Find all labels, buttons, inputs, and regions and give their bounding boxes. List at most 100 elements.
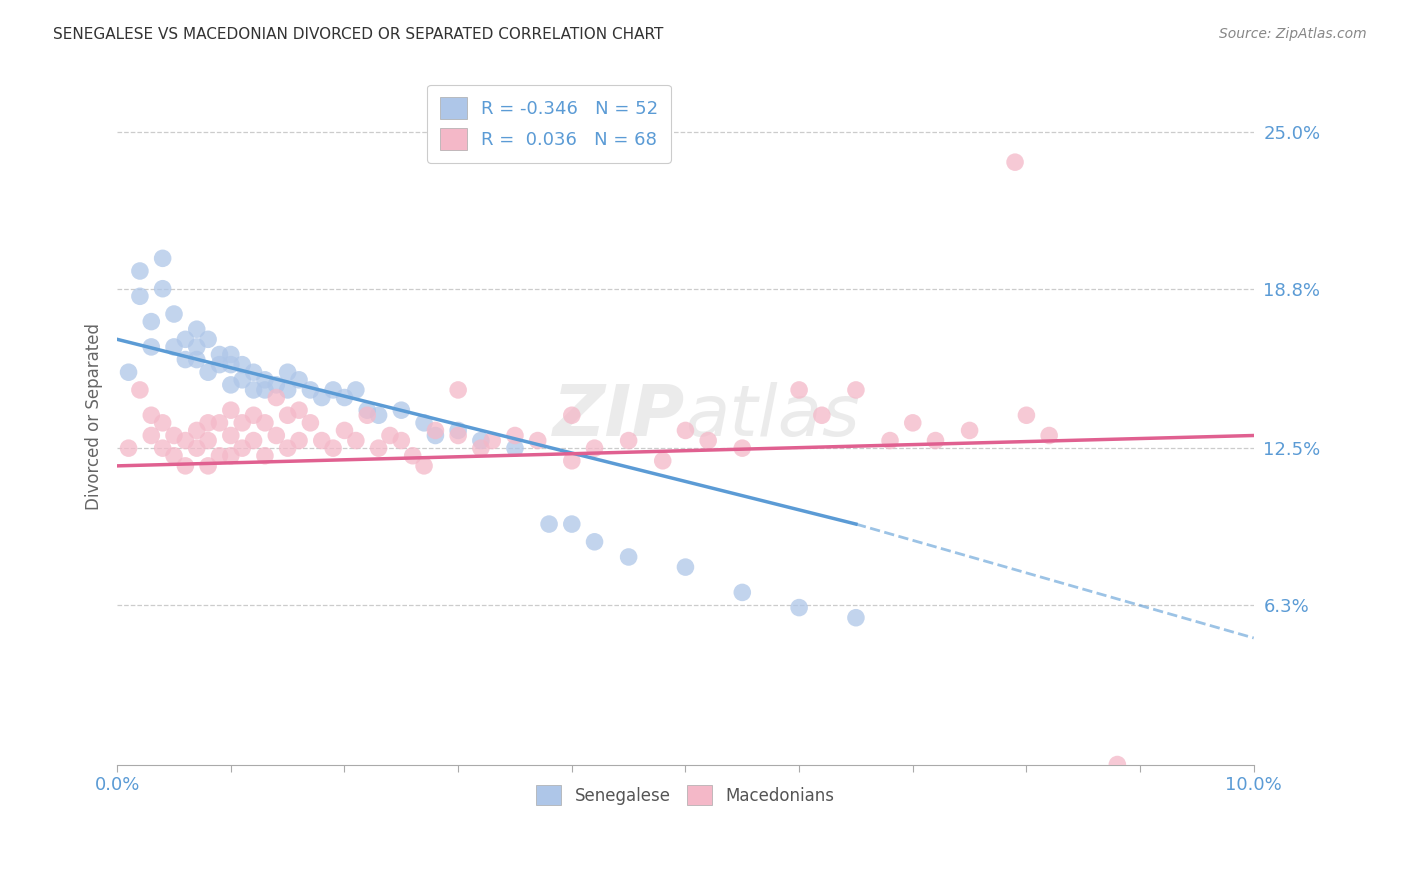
Point bbox=[538, 517, 561, 532]
Point bbox=[186, 322, 208, 336]
Point bbox=[186, 424, 208, 438]
Point bbox=[344, 383, 367, 397]
Point bbox=[901, 416, 924, 430]
Point bbox=[117, 441, 139, 455]
Point bbox=[470, 434, 492, 448]
Point bbox=[163, 428, 186, 442]
Point bbox=[141, 428, 163, 442]
Point bbox=[129, 383, 152, 397]
Point bbox=[526, 434, 548, 448]
Point bbox=[208, 449, 231, 463]
Point bbox=[879, 434, 901, 448]
Point bbox=[197, 458, 219, 473]
Point bbox=[277, 365, 299, 379]
Point bbox=[425, 428, 447, 442]
Point bbox=[378, 428, 401, 442]
Point bbox=[186, 340, 208, 354]
Point bbox=[277, 409, 299, 423]
Point bbox=[174, 352, 197, 367]
Point bbox=[561, 454, 583, 468]
Text: SENEGALESE VS MACEDONIAN DIVORCED OR SEPARATED CORRELATION CHART: SENEGALESE VS MACEDONIAN DIVORCED OR SEP… bbox=[53, 27, 664, 42]
Point bbox=[333, 424, 356, 438]
Text: ZIP: ZIP bbox=[553, 382, 686, 451]
Point bbox=[924, 434, 946, 448]
Point bbox=[163, 307, 186, 321]
Point bbox=[174, 332, 197, 346]
Point bbox=[617, 434, 640, 448]
Point bbox=[675, 424, 697, 438]
Point bbox=[413, 458, 436, 473]
Point bbox=[141, 409, 163, 423]
Text: Source: ZipAtlas.com: Source: ZipAtlas.com bbox=[1219, 27, 1367, 41]
Point bbox=[152, 441, 174, 455]
Point bbox=[219, 377, 242, 392]
Point bbox=[344, 434, 367, 448]
Point bbox=[299, 383, 322, 397]
Point bbox=[163, 340, 186, 354]
Point bbox=[447, 383, 470, 397]
Point bbox=[322, 441, 344, 455]
Point bbox=[389, 434, 412, 448]
Point bbox=[845, 611, 868, 625]
Point bbox=[242, 409, 264, 423]
Point bbox=[583, 441, 606, 455]
Point bbox=[447, 424, 470, 438]
Point bbox=[208, 347, 231, 361]
Point bbox=[617, 549, 640, 564]
Point bbox=[129, 264, 152, 278]
Point bbox=[231, 441, 253, 455]
Point bbox=[311, 391, 333, 405]
Legend: Senegalese, Macedonians: Senegalese, Macedonians bbox=[526, 775, 845, 815]
Point bbox=[129, 289, 152, 303]
Point bbox=[503, 428, 526, 442]
Point bbox=[845, 383, 868, 397]
Point bbox=[141, 315, 163, 329]
Point bbox=[1107, 757, 1129, 772]
Point bbox=[117, 365, 139, 379]
Point bbox=[266, 428, 288, 442]
Point bbox=[253, 373, 276, 387]
Point bbox=[389, 403, 412, 417]
Point bbox=[219, 358, 242, 372]
Point bbox=[356, 409, 378, 423]
Point bbox=[481, 434, 503, 448]
Point bbox=[583, 534, 606, 549]
Point bbox=[141, 340, 163, 354]
Point bbox=[266, 391, 288, 405]
Point bbox=[231, 373, 253, 387]
Point bbox=[787, 383, 810, 397]
Point bbox=[219, 347, 242, 361]
Point bbox=[288, 373, 311, 387]
Point bbox=[1015, 409, 1038, 423]
Point bbox=[253, 416, 276, 430]
Point bbox=[470, 441, 492, 455]
Point bbox=[356, 403, 378, 417]
Point bbox=[219, 449, 242, 463]
Point bbox=[197, 332, 219, 346]
Point bbox=[197, 365, 219, 379]
Point bbox=[152, 252, 174, 266]
Point bbox=[1038, 428, 1060, 442]
Point bbox=[186, 352, 208, 367]
Point bbox=[288, 434, 311, 448]
Point bbox=[731, 585, 754, 599]
Point bbox=[253, 383, 276, 397]
Point bbox=[288, 403, 311, 417]
Point bbox=[174, 434, 197, 448]
Point bbox=[651, 454, 673, 468]
Point bbox=[277, 383, 299, 397]
Point bbox=[231, 358, 253, 372]
Point bbox=[447, 428, 470, 442]
Point bbox=[675, 560, 697, 574]
Point bbox=[242, 383, 264, 397]
Point bbox=[413, 416, 436, 430]
Point bbox=[277, 441, 299, 455]
Point bbox=[402, 449, 425, 463]
Point bbox=[242, 434, 264, 448]
Point bbox=[299, 416, 322, 430]
Point bbox=[731, 441, 754, 455]
Point bbox=[561, 409, 583, 423]
Point bbox=[208, 416, 231, 430]
Point bbox=[219, 403, 242, 417]
Point bbox=[163, 449, 186, 463]
